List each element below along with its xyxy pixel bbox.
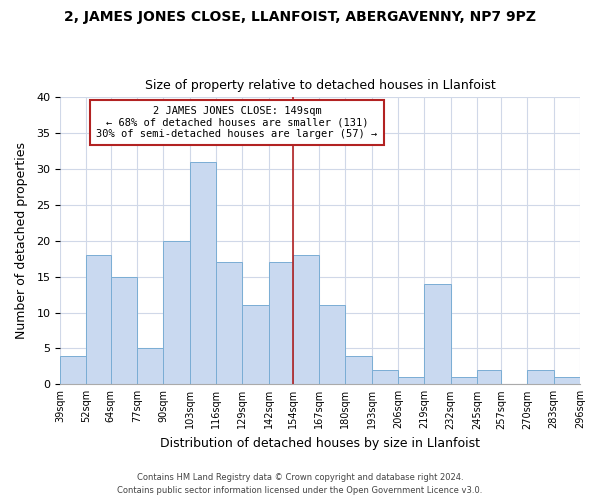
Bar	[216, 262, 242, 384]
Text: Contains HM Land Registry data © Crown copyright and database right 2024.
Contai: Contains HM Land Registry data © Crown c…	[118, 473, 482, 495]
Bar	[477, 370, 501, 384]
Bar	[346, 356, 371, 384]
Bar	[269, 262, 293, 384]
Bar	[111, 276, 137, 384]
Bar	[424, 284, 451, 384]
Text: 2, JAMES JONES CLOSE, LLANFOIST, ABERGAVENNY, NP7 9PZ: 2, JAMES JONES CLOSE, LLANFOIST, ABERGAV…	[64, 10, 536, 24]
Bar	[554, 377, 580, 384]
Bar	[86, 255, 111, 384]
Text: 2 JAMES JONES CLOSE: 149sqm
← 68% of detached houses are smaller (131)
30% of se: 2 JAMES JONES CLOSE: 149sqm ← 68% of det…	[96, 106, 377, 139]
Bar	[242, 306, 269, 384]
Bar	[451, 377, 477, 384]
Bar	[398, 377, 424, 384]
Title: Size of property relative to detached houses in Llanfoist: Size of property relative to detached ho…	[145, 79, 496, 92]
Bar	[163, 241, 190, 384]
Bar	[371, 370, 398, 384]
Y-axis label: Number of detached properties: Number of detached properties	[15, 142, 28, 340]
Bar	[319, 306, 346, 384]
Bar	[60, 356, 86, 384]
Bar	[190, 162, 216, 384]
Bar	[527, 370, 554, 384]
X-axis label: Distribution of detached houses by size in Llanfoist: Distribution of detached houses by size …	[160, 437, 480, 450]
Bar	[137, 348, 163, 384]
Bar	[293, 255, 319, 384]
